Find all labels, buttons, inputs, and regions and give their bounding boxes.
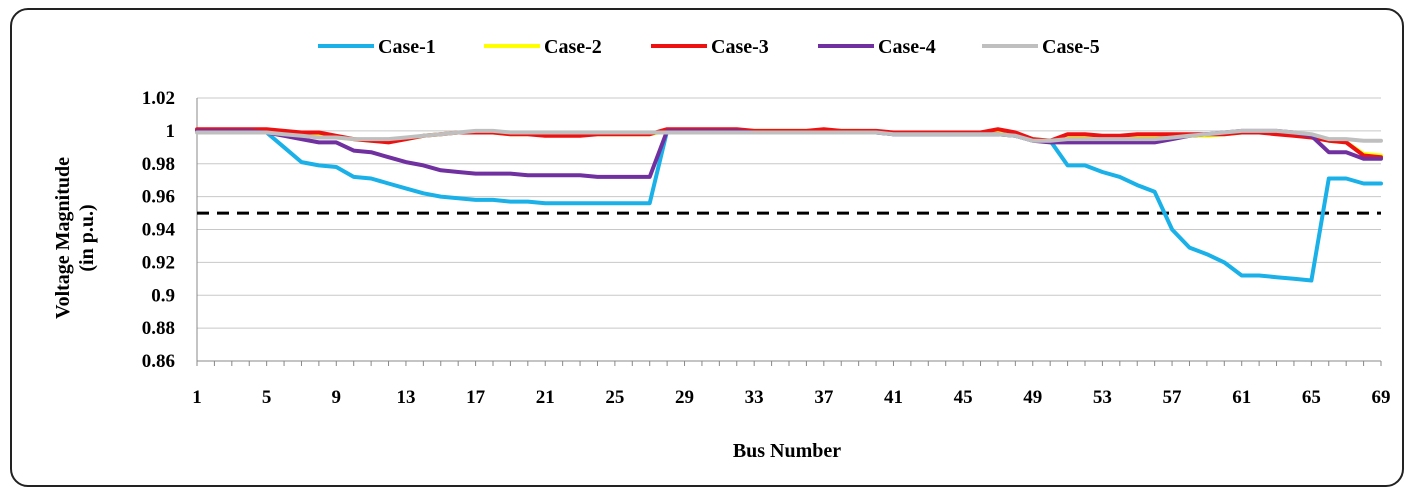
x-tick-label: 57 [1163, 387, 1183, 408]
y-axis-title: Voltage Magnitude (in p.u.) [52, 157, 98, 319]
x-tick-label: 49 [1023, 387, 1042, 408]
x-tick-label: 37 [814, 387, 834, 408]
y-axis-title-line-1: Voltage Magnitude [52, 157, 74, 319]
y-tick-label: 0.88 [142, 318, 175, 339]
x-tick-label: 53 [1093, 387, 1112, 408]
x-tick-label: 17 [466, 387, 486, 408]
y-axis-title-line-2: (in p.u.) [76, 204, 98, 271]
y-axis-ticks: 0.86 0.88 0.9 0.92 0.94 0.96 0.98 1 1.02 [142, 88, 176, 372]
x-axis-ticks: 1 5 9 13 17 21 25 29 33 37 41 45 49 53 57 61 65 69 [192, 387, 1390, 408]
legend-entry: Case-5 [1042, 36, 1100, 58]
y-tick-label: 1 [166, 121, 176, 142]
x-tick-label: 21 [536, 387, 555, 408]
x-tick-label: 33 [745, 387, 764, 408]
series-line-case-5 [195, 128, 1383, 143]
chart-frame [10, 8, 1404, 487]
y-tick-label: 0.86 [142, 351, 175, 372]
y-tick-label: 0.96 [142, 187, 175, 208]
x-tick-label: 1 [192, 387, 202, 408]
x-axis-title: Bus Number [733, 440, 841, 462]
legend-entry: Case-1 [378, 36, 436, 58]
legend-entry: Case-4 [878, 36, 936, 58]
y-tick-label: 0.94 [142, 220, 176, 241]
y-tick-label: 1.02 [142, 88, 175, 109]
legend: Case-1 Case-2 Case-3 Case-4 Case-5 [318, 36, 1100, 58]
x-tick-label: 25 [605, 387, 624, 408]
x-tick-label: 29 [675, 387, 694, 408]
y-tick-label: 0.98 [142, 154, 175, 175]
y-tick-label: 0.92 [142, 252, 175, 273]
x-tick-label: 41 [884, 387, 903, 408]
x-tick-label: 13 [396, 387, 415, 408]
x-tick-label: 9 [332, 387, 342, 408]
x-tick-label: 69 [1372, 387, 1391, 408]
x-tick-label: 45 [954, 387, 973, 408]
series-lines [195, 127, 1383, 283]
x-tick-label: 65 [1302, 387, 1321, 408]
axes [196, 98, 1382, 366]
x-tick-label: 5 [262, 387, 272, 408]
legend-entry: Case-3 [711, 36, 769, 58]
x-tick-label: 61 [1232, 387, 1251, 408]
y-tick-label: 0.9 [151, 285, 175, 306]
legend-entry: Case-2 [544, 36, 602, 58]
